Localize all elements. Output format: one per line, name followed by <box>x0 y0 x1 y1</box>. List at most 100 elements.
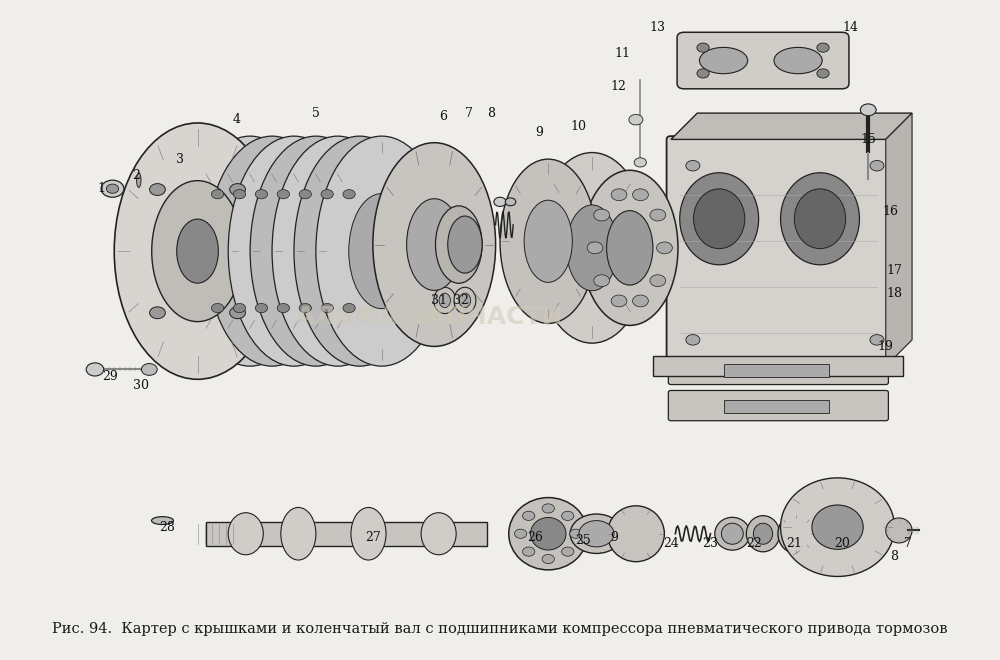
Circle shape <box>277 304 289 313</box>
Bar <box>206 522 487 546</box>
Text: 30: 30 <box>133 379 149 392</box>
Circle shape <box>594 209 610 221</box>
Text: 2: 2 <box>132 169 140 182</box>
Circle shape <box>562 512 574 521</box>
Text: 8: 8 <box>891 550 899 563</box>
Ellipse shape <box>570 514 623 554</box>
Circle shape <box>364 189 376 199</box>
Ellipse shape <box>500 159 596 323</box>
Ellipse shape <box>721 523 743 544</box>
Polygon shape <box>886 113 912 366</box>
Circle shape <box>298 189 311 199</box>
Circle shape <box>494 197 506 207</box>
Circle shape <box>106 184 119 193</box>
Ellipse shape <box>535 152 649 343</box>
Text: 3: 3 <box>176 152 184 166</box>
Text: АЛЬФА-ЗАПЧАСТИ: АЛЬФА-ЗАПЧАСТИ <box>296 305 564 329</box>
Circle shape <box>570 529 582 539</box>
Text: 31: 31 <box>431 294 447 307</box>
Ellipse shape <box>781 173 859 265</box>
Circle shape <box>230 183 245 195</box>
Ellipse shape <box>137 173 141 187</box>
Circle shape <box>211 189 224 199</box>
Text: 14: 14 <box>843 21 859 34</box>
Bar <box>724 364 829 377</box>
Text: 25: 25 <box>575 534 591 547</box>
Ellipse shape <box>774 48 822 74</box>
Circle shape <box>342 304 355 313</box>
Circle shape <box>320 304 333 313</box>
Text: 12: 12 <box>610 81 626 93</box>
Circle shape <box>587 242 603 253</box>
Text: 16: 16 <box>882 205 898 218</box>
FancyBboxPatch shape <box>677 32 849 89</box>
Circle shape <box>320 189 333 199</box>
Ellipse shape <box>228 513 263 555</box>
Text: 1: 1 <box>97 182 105 195</box>
Ellipse shape <box>812 505 863 549</box>
Circle shape <box>86 363 104 376</box>
Circle shape <box>386 189 398 199</box>
Circle shape <box>633 189 648 201</box>
Circle shape <box>233 189 246 199</box>
Circle shape <box>657 242 672 253</box>
Circle shape <box>870 160 884 171</box>
Ellipse shape <box>316 136 447 366</box>
Circle shape <box>686 160 700 171</box>
Text: 19: 19 <box>878 340 894 353</box>
Ellipse shape <box>283 193 349 309</box>
Ellipse shape <box>281 508 316 560</box>
Circle shape <box>277 189 289 199</box>
Text: 22: 22 <box>746 537 762 550</box>
Circle shape <box>634 158 646 167</box>
Bar <box>653 356 903 376</box>
Ellipse shape <box>184 136 316 366</box>
Text: 5: 5 <box>312 107 320 119</box>
Text: 26: 26 <box>527 531 543 544</box>
Ellipse shape <box>141 364 157 376</box>
Circle shape <box>514 529 527 539</box>
Ellipse shape <box>272 136 404 366</box>
Circle shape <box>650 209 666 221</box>
Ellipse shape <box>434 287 456 314</box>
Circle shape <box>817 43 829 52</box>
Circle shape <box>277 304 289 313</box>
Circle shape <box>629 114 643 125</box>
Circle shape <box>633 295 648 307</box>
Ellipse shape <box>305 193 371 309</box>
Text: 23: 23 <box>702 537 718 550</box>
FancyBboxPatch shape <box>668 354 888 385</box>
Circle shape <box>150 307 165 319</box>
Circle shape <box>697 43 709 52</box>
Text: 18: 18 <box>887 287 903 300</box>
Circle shape <box>321 304 333 313</box>
Circle shape <box>343 189 355 199</box>
Text: 8: 8 <box>487 107 495 119</box>
Ellipse shape <box>454 287 476 314</box>
Circle shape <box>277 189 289 199</box>
Ellipse shape <box>206 136 338 366</box>
Circle shape <box>233 304 246 313</box>
Ellipse shape <box>746 515 780 552</box>
Ellipse shape <box>459 293 471 308</box>
Ellipse shape <box>579 521 614 547</box>
Ellipse shape <box>435 206 482 283</box>
Circle shape <box>817 69 829 78</box>
Circle shape <box>386 304 398 313</box>
Ellipse shape <box>152 181 243 321</box>
Text: 32: 32 <box>453 294 468 307</box>
Circle shape <box>343 304 355 313</box>
FancyBboxPatch shape <box>668 391 888 420</box>
Circle shape <box>542 504 554 513</box>
Text: 29: 29 <box>102 370 118 383</box>
Text: Рис. 94.  Картер с крышками и коленчатый вал с подшипниками компрессора пневмати: Рис. 94. Картер с крышками и коленчатый … <box>52 622 948 636</box>
Ellipse shape <box>699 48 748 74</box>
Circle shape <box>594 275 610 286</box>
Ellipse shape <box>781 478 895 576</box>
Text: 17: 17 <box>887 265 902 277</box>
FancyBboxPatch shape <box>66 24 934 609</box>
Ellipse shape <box>680 173 759 265</box>
Ellipse shape <box>753 523 773 544</box>
Ellipse shape <box>448 216 482 273</box>
Circle shape <box>230 307 245 319</box>
